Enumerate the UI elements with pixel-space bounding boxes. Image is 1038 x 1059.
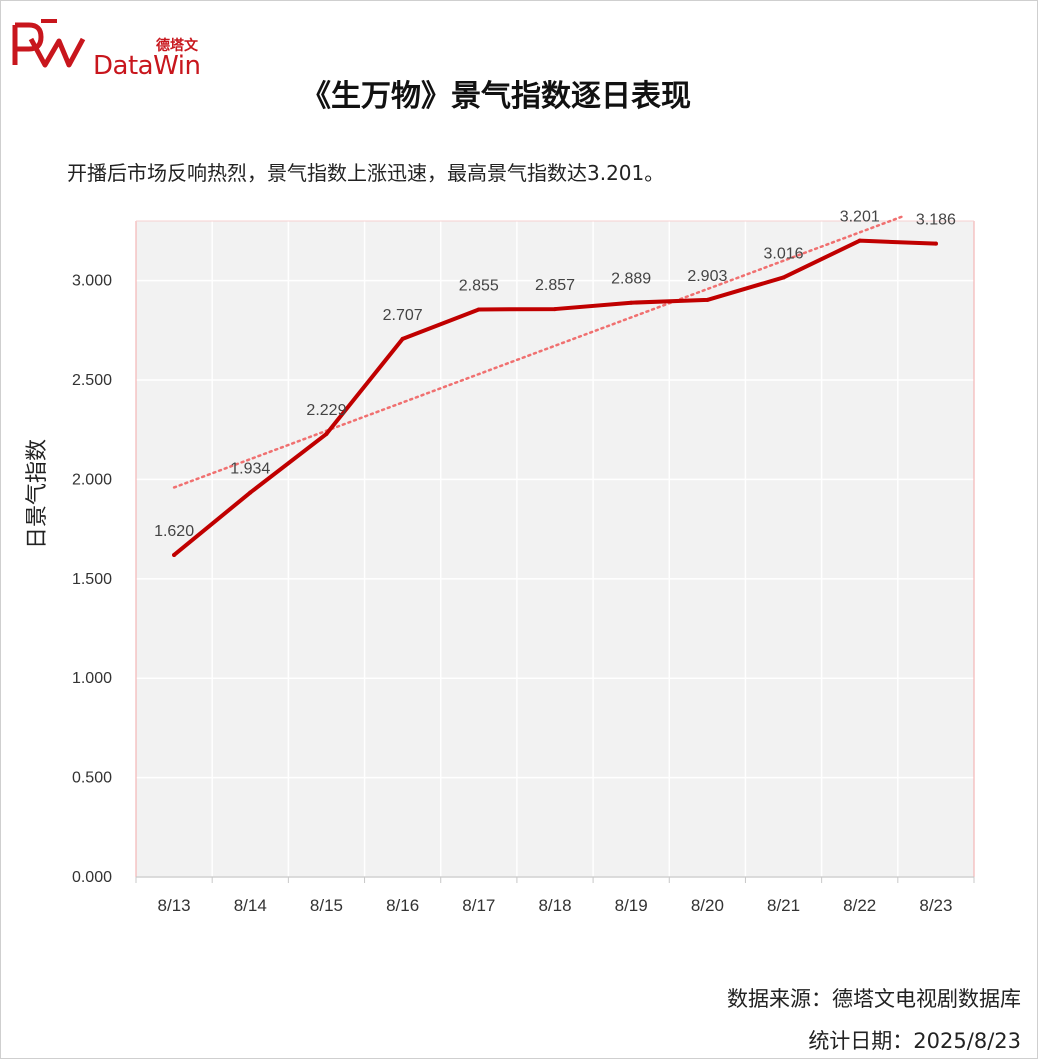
x-tick-label: 8/23: [919, 896, 952, 915]
data-label: 3.201: [840, 209, 880, 226]
data-label: 3.016: [764, 245, 804, 262]
y-tick-label: 3.000: [72, 273, 112, 290]
data-point: [324, 431, 329, 436]
data-point: [400, 336, 405, 341]
data-label: 2.229: [306, 402, 346, 419]
x-tick-label: 8/20: [691, 896, 724, 915]
logo-mark-icon: [12, 19, 86, 68]
data-label: 3.186: [916, 212, 956, 229]
data-point: [629, 300, 634, 305]
x-tick-label: 8/19: [615, 896, 648, 915]
logo-cn-text: 德塔文: [156, 38, 198, 54]
x-tick-label: 8/15: [310, 896, 343, 915]
logo-en-text: DataWin: [93, 51, 201, 81]
chart-subtitle: 开播后市场反响热烈，景气指数上涨迅速，最高景气指数达3.201。: [67, 161, 665, 185]
trendline: [172, 215, 903, 489]
data-point: [172, 552, 177, 557]
x-tick-label: 8/13: [158, 896, 191, 915]
y-tick-label: 0.500: [72, 770, 112, 787]
plot-area: [136, 221, 974, 877]
data-label: 1.620: [154, 523, 194, 540]
data-point: [705, 297, 710, 302]
x-tick-label: 8/14: [234, 896, 267, 915]
data-point: [248, 490, 253, 495]
data-point: [857, 238, 862, 243]
data-label: 2.903: [687, 268, 727, 285]
y-tick-label: 0.000: [72, 869, 112, 886]
data-label: 2.707: [383, 307, 423, 324]
data-label: 2.855: [459, 277, 499, 294]
x-tick-label: 8/18: [538, 896, 571, 915]
x-tick-label: 8/22: [843, 896, 876, 915]
x-tick-label: 8/17: [462, 896, 495, 915]
data-point: [781, 275, 786, 280]
y-axis-label: 日景气指数: [25, 438, 50, 549]
data-label: 1.934: [230, 461, 270, 478]
y-tick-label: 1.000: [72, 670, 112, 687]
data-source: 数据来源：德塔文电视剧数据库: [727, 987, 1021, 1011]
data-point: [476, 307, 481, 312]
chart-svg: 0.000 0.500 1.000 1.500 2.000 2.500 3.000 8/13 8…: [72, 209, 975, 915]
y-tick-label: 2.000: [72, 471, 112, 488]
datawin-logo: 德塔文 DataWin: [11, 13, 201, 81]
y-axis-label-wrap: 日景气指数: [19, 439, 59, 689]
data-label: 2.857: [535, 277, 575, 294]
stat-date: 统计日期：2025/8/23: [808, 1029, 1021, 1053]
data-point: [553, 307, 557, 312]
y-tick-label: 2.500: [72, 372, 112, 389]
x-tick-label: 8/16: [386, 896, 419, 915]
y-tick-label: 1.500: [72, 571, 112, 588]
data-label: 2.889: [611, 271, 651, 288]
chart-title: 《生万物》景气指数逐日表现: [301, 79, 691, 114]
data-point: [933, 241, 938, 246]
x-tick-label: 8/21: [767, 896, 800, 915]
